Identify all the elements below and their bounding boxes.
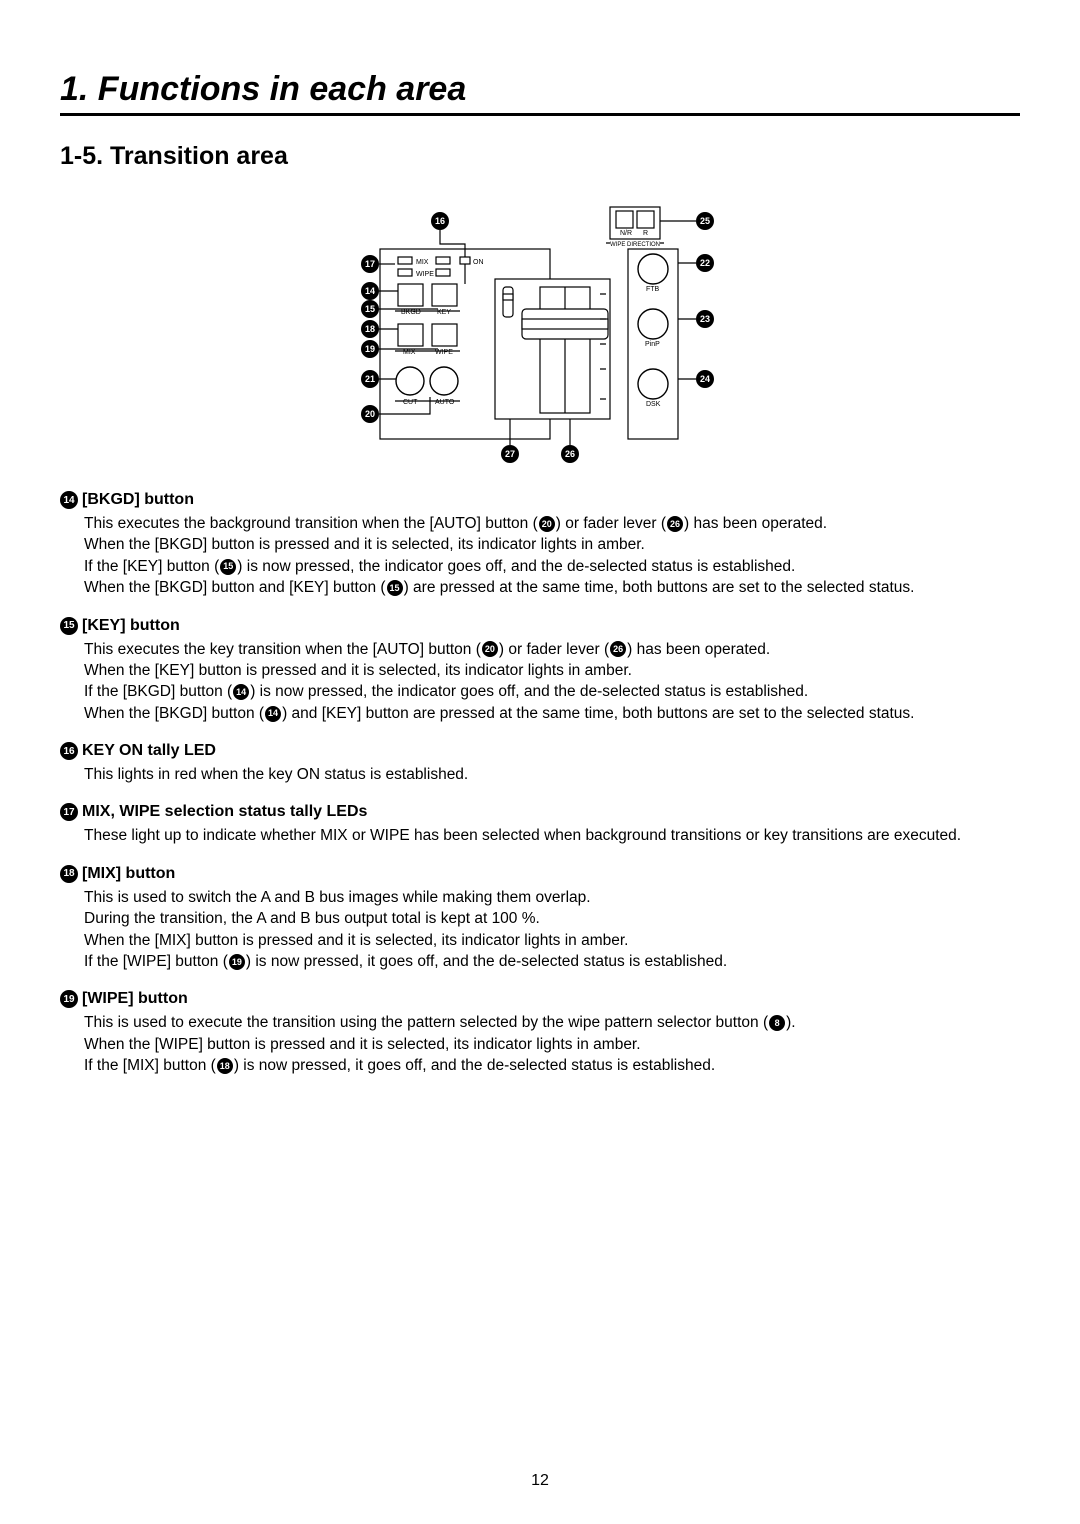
item-title: [MIX] button: [82, 865, 175, 883]
item-number-badge: 15: [60, 617, 78, 635]
svg-text:DSK: DSK: [646, 401, 661, 408]
svg-text:15: 15: [365, 304, 375, 314]
page-number: 12: [0, 1472, 1080, 1490]
item-title: [WIPE] button: [82, 990, 188, 1008]
svg-text:14: 14: [365, 286, 375, 296]
item-17: 17MIX, WIPE selection status tally LEDs T…: [60, 803, 1020, 846]
svg-text:BKGD: BKGD: [401, 309, 421, 316]
svg-text:WIPE: WIPE: [435, 349, 453, 356]
item-body: This lights in red when the key ON statu…: [60, 764, 1020, 785]
item-number-badge: 18: [60, 865, 78, 883]
item-list: 14[BKGD] buttonThis executes the backgro…: [60, 491, 1020, 1076]
item-title: KEY ON tally LED: [82, 742, 216, 760]
item-body: This executes the background transition …: [60, 513, 1020, 599]
callout-26: 26: [561, 414, 579, 463]
item-body: This executes the key transition when th…: [60, 639, 1020, 725]
svg-text:19: 19: [365, 344, 375, 354]
svg-text:26: 26: [565, 449, 575, 459]
item-title: [KEY] button: [82, 617, 180, 635]
svg-text:23: 23: [700, 314, 710, 324]
item-title: MIX, WIPE selection status tally LEDs: [82, 803, 367, 821]
callout-25: 25: [655, 212, 714, 230]
svg-text:24: 24: [700, 374, 710, 384]
svg-text:18: 18: [365, 324, 375, 334]
svg-text:ON: ON: [473, 259, 484, 266]
inline-ref-20: 20: [539, 516, 555, 532]
svg-text:16: 16: [435, 216, 445, 226]
inline-ref-14: 14: [233, 684, 249, 700]
svg-text:MIX: MIX: [403, 349, 416, 356]
item-16: 16KEY ON tally LED This lights in red whe…: [60, 742, 1020, 785]
item-14: 14[BKGD] button This executes the backgro…: [60, 491, 1020, 599]
inline-ref-26: 26: [667, 516, 683, 532]
svg-text:27: 27: [505, 449, 515, 459]
svg-text:22: 22: [700, 258, 710, 268]
item-18: 18[MIX] button This is used to switch the…: [60, 865, 1020, 973]
svg-text:21: 21: [365, 374, 375, 384]
svg-text:20: 20: [365, 409, 375, 419]
chapter-title: 1. Functions in each area: [60, 70, 1020, 116]
svg-text:CUT: CUT: [403, 399, 418, 406]
item-body: This is used to execute the transition u…: [60, 1012, 1020, 1076]
item-number-badge: 14: [60, 491, 78, 509]
inline-ref-20: 20: [482, 641, 498, 657]
svg-text:MIX: MIX: [416, 259, 429, 266]
item-15: 15[KEY] button This executes the key tran…: [60, 617, 1020, 725]
svg-text:N/R: N/R: [620, 230, 632, 237]
inline-ref-15: 15: [220, 559, 236, 575]
svg-text:AUTO: AUTO: [435, 399, 455, 406]
svg-text:17: 17: [365, 259, 375, 269]
svg-text:WIPE DIRECTION: WIPE DIRECTION: [610, 242, 660, 248]
inline-ref-18: 18: [217, 1058, 233, 1074]
svg-text:25: 25: [700, 216, 710, 226]
inline-ref-15: 15: [387, 580, 403, 596]
section-title: 1-5. Transition area: [60, 142, 1020, 171]
transition-diagram: 16 17 14 15 18 19 21 20 25 22 23: [60, 199, 1020, 469]
svg-text:WIPE: WIPE: [416, 271, 434, 278]
svg-text:FTB: FTB: [646, 286, 660, 293]
svg-text:PinP: PinP: [645, 341, 660, 348]
item-number-badge: 17: [60, 803, 78, 821]
item-title: [BKGD] button: [82, 491, 194, 509]
item-body: This is used to switch the A and B bus i…: [60, 887, 1020, 973]
item-19: 19[WIPE] button This is used to execute t…: [60, 990, 1020, 1076]
inline-ref-19: 19: [229, 954, 245, 970]
svg-text:KEY: KEY: [437, 309, 451, 316]
inline-ref-14: 14: [265, 706, 281, 722]
inline-ref-26: 26: [610, 641, 626, 657]
svg-text:R: R: [643, 230, 648, 237]
inline-ref-8: 8: [769, 1015, 785, 1031]
item-number-badge: 19: [60, 990, 78, 1008]
item-number-badge: 16: [60, 742, 78, 760]
item-body: These light up to indicate whether MIX o…: [60, 825, 1020, 846]
